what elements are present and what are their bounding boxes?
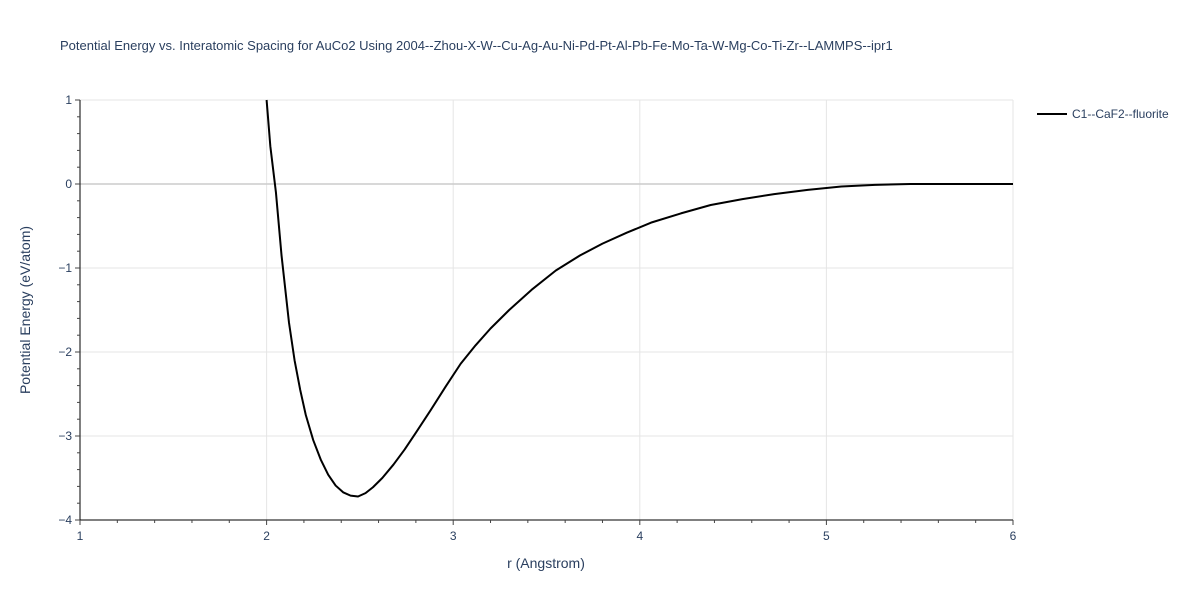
x-axis-title: r (Angstrom) xyxy=(507,555,585,571)
y-tick-label: 0 xyxy=(65,177,72,191)
series-line xyxy=(265,99,1013,498)
y-tick-label: −2 xyxy=(58,345,72,359)
x-tick-label: 2 xyxy=(263,529,270,543)
x-tick-label: 1 xyxy=(77,529,84,543)
series-layer xyxy=(265,99,1013,498)
x-tick-label: 5 xyxy=(823,529,830,543)
x-tick-label: 4 xyxy=(636,529,643,543)
y-tick-label: −4 xyxy=(58,513,72,527)
legend[interactable]: C1--CaF2--fluorite xyxy=(1037,107,1169,121)
legend-label: C1--CaF2--fluorite xyxy=(1072,107,1169,121)
y-tick-label: 1 xyxy=(65,93,72,107)
x-tick-label: 3 xyxy=(450,529,457,543)
axes: 1 2 3 4 5 6 1 0 −1 −2 −3 −4 xyxy=(58,93,1016,543)
grid xyxy=(80,99,1014,520)
y-axis-title: Potential Energy (eV/atom) xyxy=(17,226,33,394)
y-tick-label: −3 xyxy=(58,429,72,443)
x-tick-label: 6 xyxy=(1010,529,1017,543)
y-tick-label: −1 xyxy=(58,261,72,275)
chart-title: Potential Energy vs. Interatomic Spacing… xyxy=(60,38,893,53)
